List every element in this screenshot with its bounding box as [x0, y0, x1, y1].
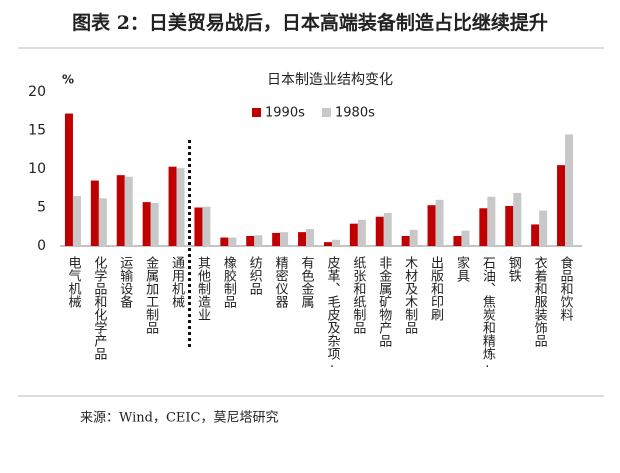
x-tick-label: 橡胶制品: [221, 256, 237, 308]
bar: [531, 224, 540, 246]
bar: [254, 235, 263, 246]
x-tick-label: 通用机械: [169, 256, 185, 308]
bar: [557, 165, 566, 246]
x-tick-label: 化学品和化学产品: [91, 256, 107, 360]
bar: [513, 192, 522, 246]
bar: [349, 223, 358, 246]
chart-title: 日本制造业结构变化: [267, 72, 393, 88]
y-tick-label: 20: [28, 84, 46, 100]
bar: [401, 235, 410, 246]
bar: [272, 232, 281, 246]
bar: [298, 232, 307, 246]
bar: [64, 113, 73, 246]
bar: [505, 205, 514, 246]
y-tick-label: 0: [37, 238, 46, 254]
x-tick-label: 其他制造业: [195, 256, 211, 321]
legend-label: 1980s: [335, 106, 375, 121]
bar: [124, 176, 133, 246]
legend-swatch: [322, 108, 331, 117]
bar: [427, 205, 436, 246]
x-tick-label: 电气机械: [65, 256, 81, 308]
bar: [461, 230, 470, 246]
bar: [150, 202, 159, 246]
y-tick-label: 15: [28, 123, 46, 139]
x-tick-label: 纸张和纸制品: [350, 256, 366, 334]
x-tick-label: 衣着和服装饰品: [532, 255, 548, 347]
x-tick-label: 有色金属: [299, 256, 315, 309]
y-unit: %: [62, 73, 74, 87]
y-tick-label: 10: [28, 161, 46, 177]
y-tick-label: 5: [37, 200, 46, 216]
bar: [116, 175, 125, 246]
bar: [246, 235, 255, 246]
bar: [331, 239, 340, 246]
legend-swatch: [252, 108, 261, 117]
x-tick-label: 纺织品: [247, 256, 263, 295]
x-tick-label: 金属加工制品: [143, 255, 159, 334]
bar: [90, 180, 99, 246]
bar: [280, 232, 289, 246]
bar: [375, 216, 384, 246]
bar: [539, 210, 548, 246]
bar: [72, 195, 81, 246]
bar: [323, 242, 332, 246]
bar: [306, 229, 315, 246]
bar: [168, 166, 177, 246]
source: 来源：Wind，CEIC，莫尼塔研究: [80, 411, 279, 426]
x-tick-label: 运输设备: [117, 256, 133, 309]
bar: [202, 206, 211, 246]
x-tick-label: 非金属矿物产品: [376, 256, 392, 347]
bar: [194, 207, 203, 246]
x-tick-label: 食品和饮料: [558, 255, 574, 321]
bar: [409, 229, 418, 246]
x-tick-label: 钢铁: [506, 256, 522, 282]
bar: [453, 235, 462, 246]
bar: [479, 208, 488, 246]
bar: [435, 199, 444, 246]
bar: [565, 134, 574, 246]
legend-label: 1990s: [265, 106, 305, 121]
bar: [176, 168, 185, 246]
x-tick-label: 精密仪器: [273, 256, 289, 309]
bar: [142, 202, 151, 246]
bar: [228, 237, 237, 246]
x-tick-label: 出版和印刷: [428, 256, 444, 321]
bar: [383, 212, 392, 246]
x-tick-label: 家具: [454, 255, 470, 282]
bar: [487, 196, 496, 246]
page-title: 图表 2：日美贸易战后，日本高端装备制造占比继续提升: [72, 11, 548, 34]
x-tick-label: 木材及木制品: [402, 256, 418, 334]
bar: [357, 219, 366, 246]
bar: [98, 198, 107, 246]
bar: [220, 237, 229, 246]
x-tick-label: 皮革、毛皮及杂项·: [324, 256, 340, 375]
x-tick-label: 石油、焦炭和精炼·: [480, 256, 496, 375]
